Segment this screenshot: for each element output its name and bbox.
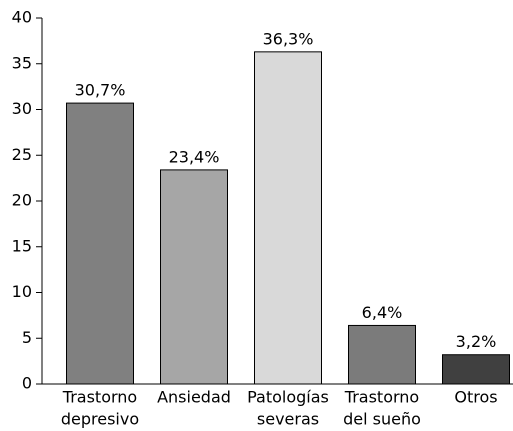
x-tick-label: severas	[257, 410, 319, 429]
y-tick-label: 15	[12, 236, 32, 255]
bar	[348, 324, 416, 385]
bar	[66, 102, 134, 385]
x-tick-label: Trastorno	[344, 388, 419, 407]
y-tick-label: 20	[12, 191, 32, 210]
y-tick-label: 35	[12, 53, 32, 72]
data-label: 3,2%	[456, 332, 497, 351]
y-tick-label: 10	[12, 282, 32, 301]
bar	[254, 51, 322, 385]
x-tick-label: Trastorno	[62, 388, 137, 407]
x-tick-label: depresivo	[61, 410, 139, 429]
data-label: 30,7%	[75, 81, 126, 100]
x-tick-label: del sueño	[343, 410, 421, 429]
x-tick-label: Ansiedad	[157, 388, 231, 407]
data-label: 36,3%	[263, 29, 314, 48]
y-tick-label: 40	[12, 8, 32, 27]
y-tick-label: 5	[22, 328, 32, 347]
bar	[442, 354, 510, 385]
x-tick-label: Patologías	[247, 388, 329, 407]
x-tick-label: Otros	[454, 388, 497, 407]
y-tick-label: 0	[22, 374, 32, 393]
y-tick-label: 30	[12, 99, 32, 118]
y-tick-label: 25	[12, 145, 32, 164]
bar	[160, 169, 228, 385]
data-label: 6,4%	[362, 303, 403, 322]
data-label: 23,4%	[169, 147, 220, 166]
